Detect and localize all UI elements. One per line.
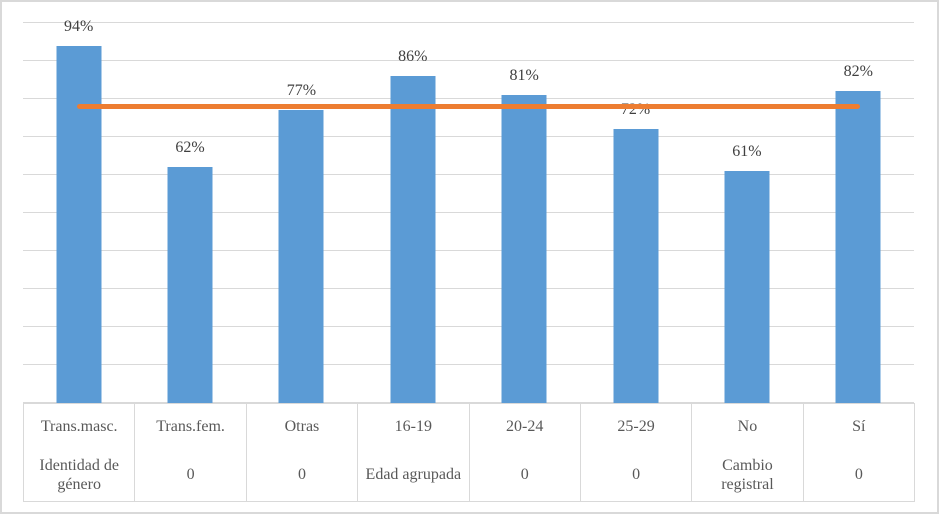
- group-label: Edad agrupada: [358, 448, 470, 501]
- category-label: Trans.fem.: [135, 404, 247, 448]
- gridlines: [23, 22, 914, 403]
- bar-slot-0: 94%: [23, 18, 134, 403]
- bar-slot-3: 86%: [357, 23, 468, 403]
- group-label: 0: [247, 448, 359, 501]
- gridline-100: [23, 22, 914, 23]
- gridline-50: [23, 212, 914, 213]
- bar-7: [835, 91, 881, 403]
- gridline-60: [23, 174, 914, 175]
- bar-value-label: 62%: [175, 139, 205, 157]
- gridline-90: [23, 60, 914, 61]
- group-row: Identidad de género 0 0 Edad agrupada 0 0 Camb…: [24, 448, 914, 501]
- group-label: 0: [854, 466, 863, 483]
- gridline-70: [23, 136, 914, 137]
- category-label: Sí: [852, 417, 866, 435]
- bar-value-label: 94%: [64, 17, 94, 35]
- gridline-10: [23, 364, 914, 365]
- category-label: 20-24: [470, 404, 581, 448]
- gridline-20: [23, 326, 914, 327]
- bar-6: [724, 171, 770, 403]
- category-label: No: [692, 404, 804, 448]
- group-label: Cambio registral: [692, 448, 804, 501]
- bar-slot-2: 77%: [246, 23, 357, 403]
- bar-5: [613, 129, 659, 403]
- bar-slot-5: 72%: [580, 23, 691, 403]
- bars-container: 94% 62% 77% 86% 81% 72% 61% 82%: [23, 18, 914, 403]
- gridline-80: [23, 98, 914, 99]
- bar-2: [278, 110, 324, 403]
- category-label: Trans.masc.: [24, 404, 136, 448]
- category-label: Otras: [247, 404, 359, 448]
- bar-value-label: 86%: [398, 48, 428, 66]
- bar-1: [167, 167, 213, 403]
- plot-area: 94% 62% 77% 86% 81% 72% 61% 82%: [23, 18, 914, 403]
- bar-value-label: 82%: [843, 63, 873, 81]
- group-label: 0: [135, 448, 247, 501]
- bar-0: [56, 45, 102, 403]
- bar-slot-6: 61%: [691, 23, 802, 403]
- bar-value-label: 61%: [732, 143, 762, 161]
- reference-line: [76, 104, 861, 110]
- bar-3: [390, 76, 436, 403]
- group-label: 0: [470, 448, 581, 501]
- category-label: 25-29: [581, 404, 693, 448]
- group-label: 0: [581, 448, 693, 501]
- category-row: Trans.masc. Trans.fem. Otras 16-19 20-24 25-2…: [24, 404, 914, 448]
- gridline-40: [23, 250, 914, 251]
- bar-value-label: 81%: [509, 67, 539, 85]
- gridline-30: [23, 288, 914, 289]
- group-label: Identidad de género: [24, 448, 136, 501]
- category-axis-table: Trans.masc. Trans.fem. Otras 16-19 20-24 25-2…: [23, 403, 915, 502]
- bar-slot-7: 82%: [803, 23, 914, 403]
- bar-4: [501, 95, 547, 403]
- category-label: 16-19: [358, 404, 470, 448]
- bar-slot-1: 62%: [134, 23, 245, 403]
- gridline-0: [23, 402, 914, 403]
- bar-slot-4: 81%: [469, 23, 580, 403]
- bar-value-label: 77%: [286, 82, 317, 100]
